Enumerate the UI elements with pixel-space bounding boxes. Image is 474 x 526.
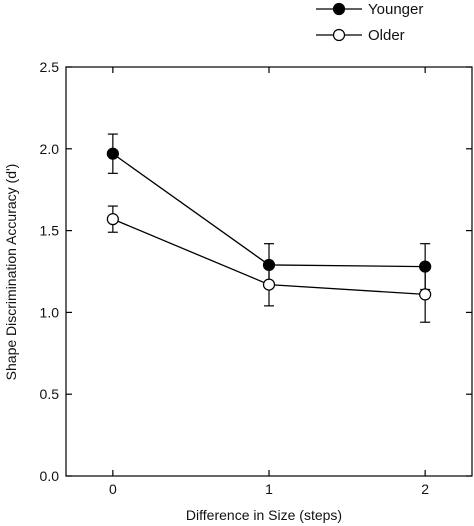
- y-tick-label: 2.0: [40, 141, 60, 157]
- data-point-older: [419, 288, 432, 301]
- series-layer: [106, 133, 432, 323]
- y-axis-label: Shape Discrimination Accuracy (d'): [3, 164, 19, 381]
- x-tick-label: 0: [109, 481, 117, 497]
- legend-item-older: Older: [316, 27, 405, 44]
- data-point-older: [106, 213, 119, 226]
- y-tick-label: 0.5: [40, 386, 60, 402]
- y-tick-label: 1.0: [40, 304, 60, 320]
- y-axis: 0.0 0.5 1.0 1.5 2.0 2.5: [40, 59, 472, 484]
- y-tick-label: 2.5: [40, 59, 60, 75]
- x-tick-label: 1: [265, 481, 273, 497]
- x-axis-label: Difference in Size (steps): [186, 507, 342, 523]
- x-tick-label: 2: [421, 481, 429, 497]
- y-tick-label: 1.5: [40, 223, 60, 239]
- x-axis: 0 1 2: [109, 67, 429, 497]
- y-tick-label: 0.0: [40, 468, 60, 484]
- legend-item-younger: Younger: [316, 1, 423, 18]
- legend-label-older: Older: [368, 27, 405, 44]
- legend: Younger Older: [316, 1, 423, 44]
- legend-label-younger: Younger: [368, 1, 423, 18]
- data-point-older: [262, 278, 276, 291]
- legend-marker-younger: [332, 2, 346, 16]
- legend-marker-older: [332, 28, 346, 42]
- data-point-younger: [106, 147, 119, 160]
